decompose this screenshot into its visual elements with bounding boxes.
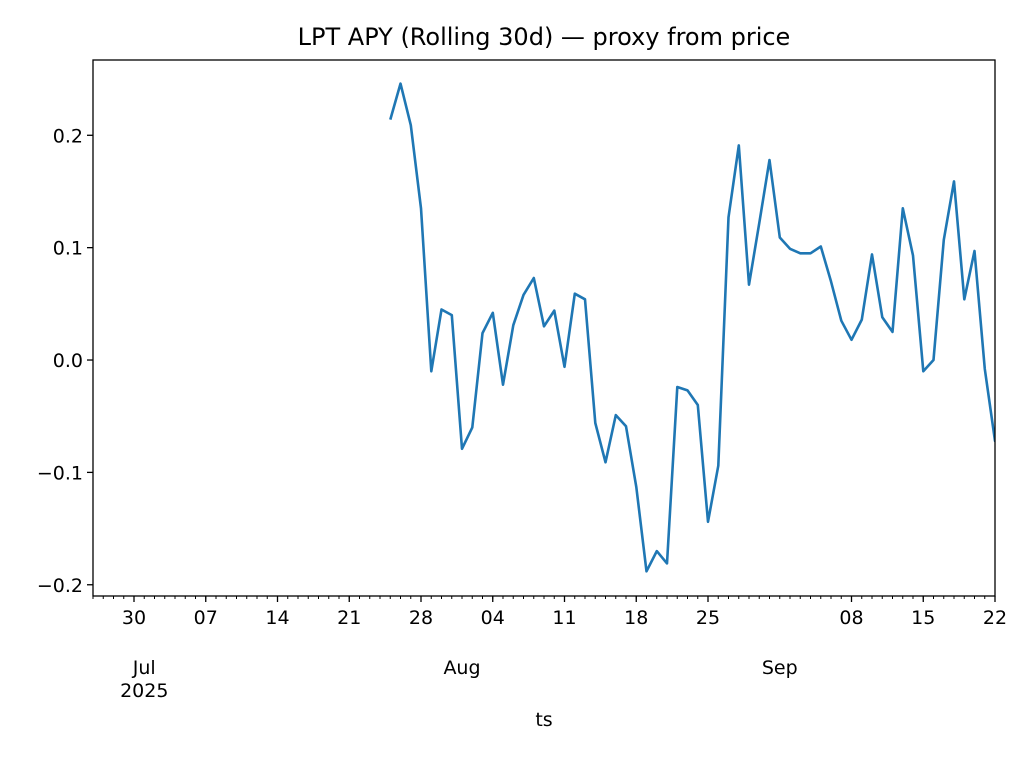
y-tick-label: 0.0: [53, 350, 83, 372]
y-tick-label: −0.2: [37, 575, 83, 597]
x-tick-label: 22: [983, 607, 1007, 629]
x-tick-label: 28: [409, 607, 433, 629]
chart-title: LPT APY (Rolling 30d) — proxy from price: [298, 23, 791, 51]
x-month-label: Aug: [443, 657, 480, 679]
x-tick-label: 18: [624, 607, 648, 629]
x-axis-label: ts: [535, 709, 552, 731]
x-tick-label: 14: [265, 607, 289, 629]
x-tick-label: 04: [481, 607, 505, 629]
x-tick-label: 07: [194, 607, 218, 629]
x-tick-label: 15: [911, 607, 935, 629]
x-tick-label: 30: [122, 607, 146, 629]
y-tick-label: 0.1: [53, 238, 83, 260]
plot-frame: [92, 59, 996, 597]
x-tick-label: 11: [552, 607, 576, 629]
x-tick-label: 21: [337, 607, 361, 629]
y-axis: −0.2 −0.1 0.0 0.1 0.2: [37, 125, 93, 597]
x-month-label: Jul: [132, 657, 156, 679]
x-tick-label: 25: [696, 607, 720, 629]
y-tick-label: −0.1: [37, 462, 83, 484]
x-month-label: Sep: [762, 657, 798, 679]
x-tick-label: 08: [839, 607, 863, 629]
plot-area: [389, 82, 995, 573]
x-year-label: 2025: [120, 680, 168, 702]
y-tick-label: 0.2: [53, 125, 83, 147]
series-line: [389, 82, 995, 573]
